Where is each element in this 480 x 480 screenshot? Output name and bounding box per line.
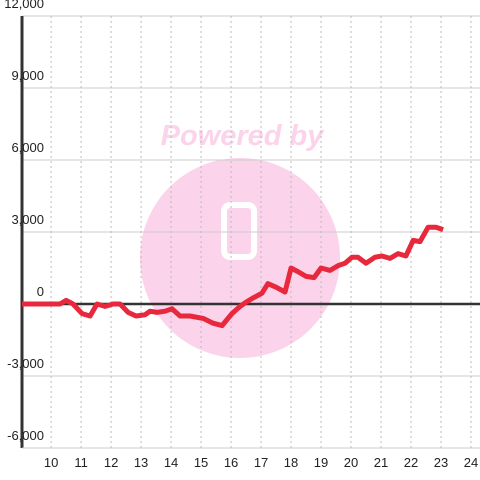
y-tick-label: -6,000 <box>7 428 44 443</box>
watermark-text: Powered by <box>161 120 326 152</box>
watermark-logo <box>140 158 340 358</box>
series-line <box>22 224 444 329</box>
x-tick-label: 18 <box>284 455 298 470</box>
x-tick-label: 24 <box>464 455 478 470</box>
x-tick-label: 19 <box>314 455 328 470</box>
x-tick-label: 23 <box>434 455 448 470</box>
x-tick-label: 20 <box>344 455 358 470</box>
y-tick-label: 0 <box>37 284 44 299</box>
x-tick-label: 21 <box>374 455 388 470</box>
y-tick-label: 6,000 <box>11 140 44 155</box>
x-tick-label: 14 <box>164 455 178 470</box>
x-tick-label: 22 <box>404 455 418 470</box>
x-tick-label: 11 <box>74 455 88 470</box>
x-tick-label: 13 <box>134 455 148 470</box>
x-tick-label: 12 <box>104 455 118 470</box>
y-tick-label: 12,000 <box>4 0 44 11</box>
y-tick-label: 9,000 <box>11 68 44 83</box>
x-tick-label: 15 <box>194 455 208 470</box>
x-tick-label: 17 <box>254 455 268 470</box>
y-tick-label: -3,000 <box>7 356 44 371</box>
y-tick-label: 3,000 <box>11 212 44 227</box>
x-tick-label: 16 <box>224 455 238 470</box>
x-tick-label: 10 <box>44 455 58 470</box>
